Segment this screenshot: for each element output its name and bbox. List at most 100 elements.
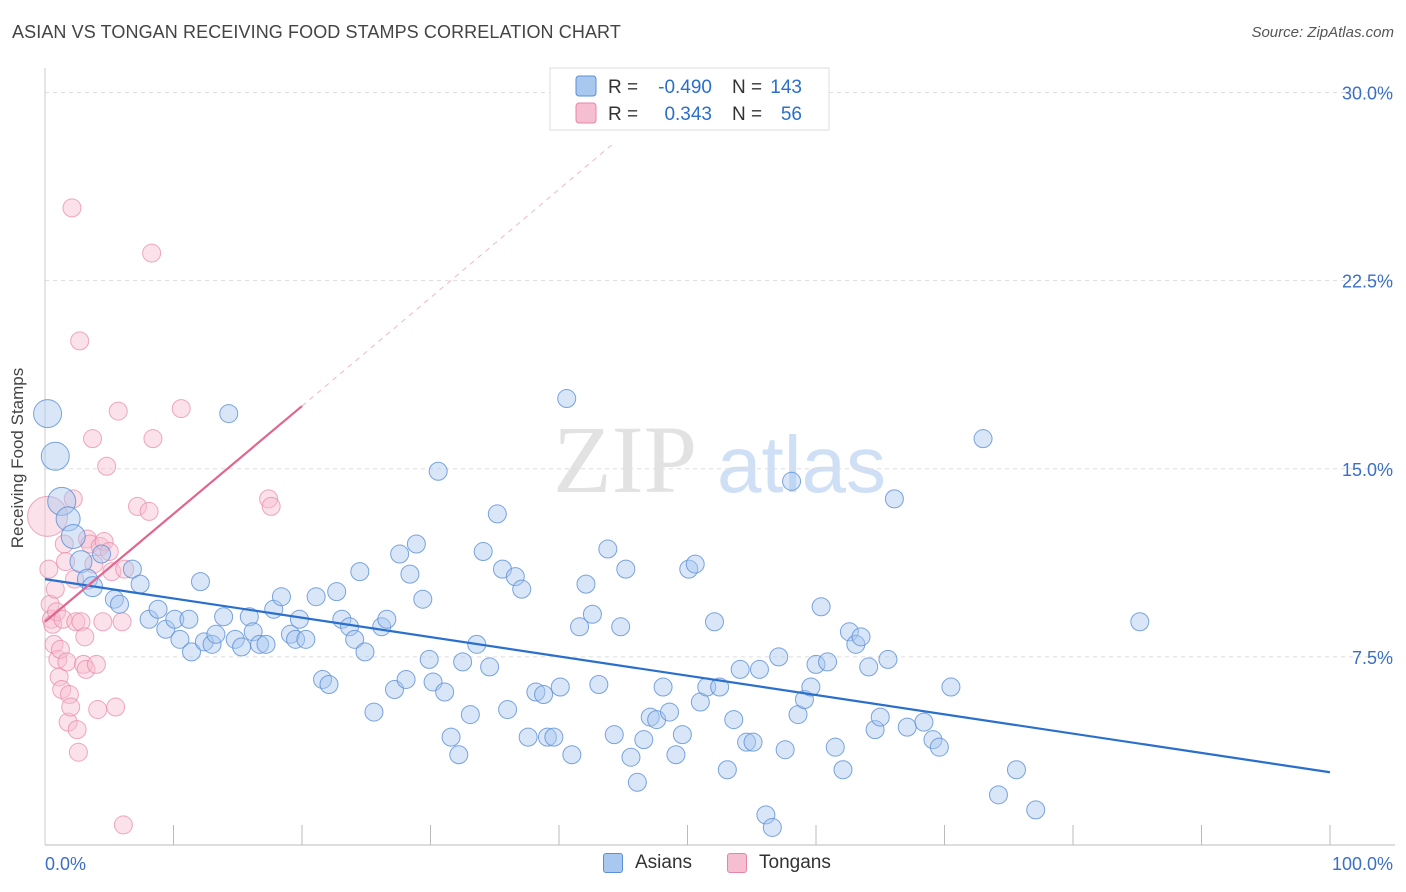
asian-point <box>453 652 473 672</box>
asian-point <box>286 629 306 649</box>
tongan-point <box>97 456 117 476</box>
asian-point <box>582 604 602 624</box>
tongan-point <box>112 612 132 632</box>
asian-point <box>130 574 150 594</box>
tongan-point <box>115 559 135 579</box>
tongan-trendline-extension <box>301 142 615 407</box>
asian-point <box>557 389 577 409</box>
y-tick-label: 7.5% <box>1352 648 1393 668</box>
asian-point <box>271 587 291 607</box>
asian-point <box>225 629 245 649</box>
asian-point <box>865 720 885 740</box>
asian-point <box>859 657 879 677</box>
y-axis-label: Receiving Food Stamps <box>8 367 27 549</box>
asian-point <box>679 559 699 579</box>
asian-point <box>717 760 737 780</box>
watermark: ZIP atlas <box>553 406 886 513</box>
tongan-point <box>86 654 106 674</box>
asian-r-label: R = <box>608 77 638 98</box>
x-tick-label: 100.0% <box>1332 854 1393 874</box>
legend-item-asians[interactable]: Asians <box>603 852 692 874</box>
asian-point <box>428 461 448 481</box>
asian-point <box>202 634 222 654</box>
asian-point <box>851 627 871 647</box>
tongan-point <box>108 401 128 421</box>
tongan-point <box>56 552 76 572</box>
asian-point <box>345 629 365 649</box>
asian-point <box>534 685 554 705</box>
asian-point <box>60 523 86 549</box>
asian-point <box>377 609 397 629</box>
tongans-swatch <box>727 853 747 873</box>
asian-n-label: N = <box>732 77 762 98</box>
asian-point <box>811 597 831 617</box>
asian-point <box>576 574 596 594</box>
asian-point <box>988 785 1008 805</box>
asian-r-value: -0.490 <box>658 77 712 98</box>
asian-point <box>598 539 618 559</box>
asian-point <box>239 607 259 627</box>
tongan-point <box>71 612 91 632</box>
tongan-n-value: 56 <box>781 104 802 125</box>
asians-swatch <box>603 853 623 873</box>
asian-point <box>818 652 838 672</box>
asian-point <box>806 654 826 674</box>
asian-point <box>570 617 590 637</box>
legend-item-tongans[interactable]: Tongans <box>727 852 831 874</box>
tongan-point <box>68 742 88 762</box>
asian-point <box>562 745 582 765</box>
asian-point <box>473 542 493 562</box>
asian-point <box>749 659 769 679</box>
tongan-point <box>67 720 87 740</box>
asian-point <box>611 617 631 637</box>
asian-point <box>839 622 859 642</box>
asian-point <box>775 740 795 760</box>
tongan-point <box>93 612 113 632</box>
asian-point <box>710 677 730 697</box>
tongan-n-label: N = <box>732 104 762 125</box>
asian-point <box>1006 760 1026 780</box>
asian-point <box>47 486 77 516</box>
asian-point <box>179 609 199 629</box>
tongan-point <box>128 496 148 516</box>
tongan-point <box>143 429 163 449</box>
tongan-point <box>57 652 77 672</box>
axes <box>44 68 1395 846</box>
asian-point <box>250 634 270 654</box>
asian-point <box>390 544 410 564</box>
asian-point <box>782 471 802 491</box>
watermark-zip: ZIP <box>553 406 697 513</box>
tongan-point <box>113 815 133 835</box>
asian-point <box>232 637 252 657</box>
asian-point <box>621 747 641 767</box>
asian-point <box>487 504 507 524</box>
asian-point <box>884 489 904 509</box>
asian-point <box>762 817 782 837</box>
trendlines <box>44 142 1331 774</box>
asian-point <box>327 582 347 602</box>
asian-point <box>256 634 276 654</box>
asian-point <box>243 622 263 642</box>
asian-point <box>441 727 461 747</box>
tongan-point <box>62 198 82 218</box>
asian-point <box>724 710 744 730</box>
tongan-point <box>171 399 191 419</box>
asian-point <box>518 727 538 747</box>
asian-n-value: 143 <box>770 77 802 98</box>
tongan-point <box>50 639 70 659</box>
tick-labels: 7.5% 15.0% 22.5% 30.0% 0.0% 100.0% <box>45 84 1393 874</box>
asian-point <box>604 725 624 745</box>
asian-point <box>165 609 185 629</box>
asian-point <box>833 760 853 780</box>
chart-title: ASIAN VS TONGAN RECEIVING FOOD STAMPS CO… <box>12 22 621 42</box>
asian-point <box>660 702 680 722</box>
asian-point <box>756 805 776 825</box>
x-tick-label: 0.0% <box>45 854 86 874</box>
asian-point <box>181 642 201 662</box>
asian-trendline <box>44 578 1331 774</box>
asian-point <box>825 737 845 757</box>
asian-point <box>704 612 724 632</box>
asian-point <box>878 649 898 669</box>
asian-point <box>616 559 636 579</box>
